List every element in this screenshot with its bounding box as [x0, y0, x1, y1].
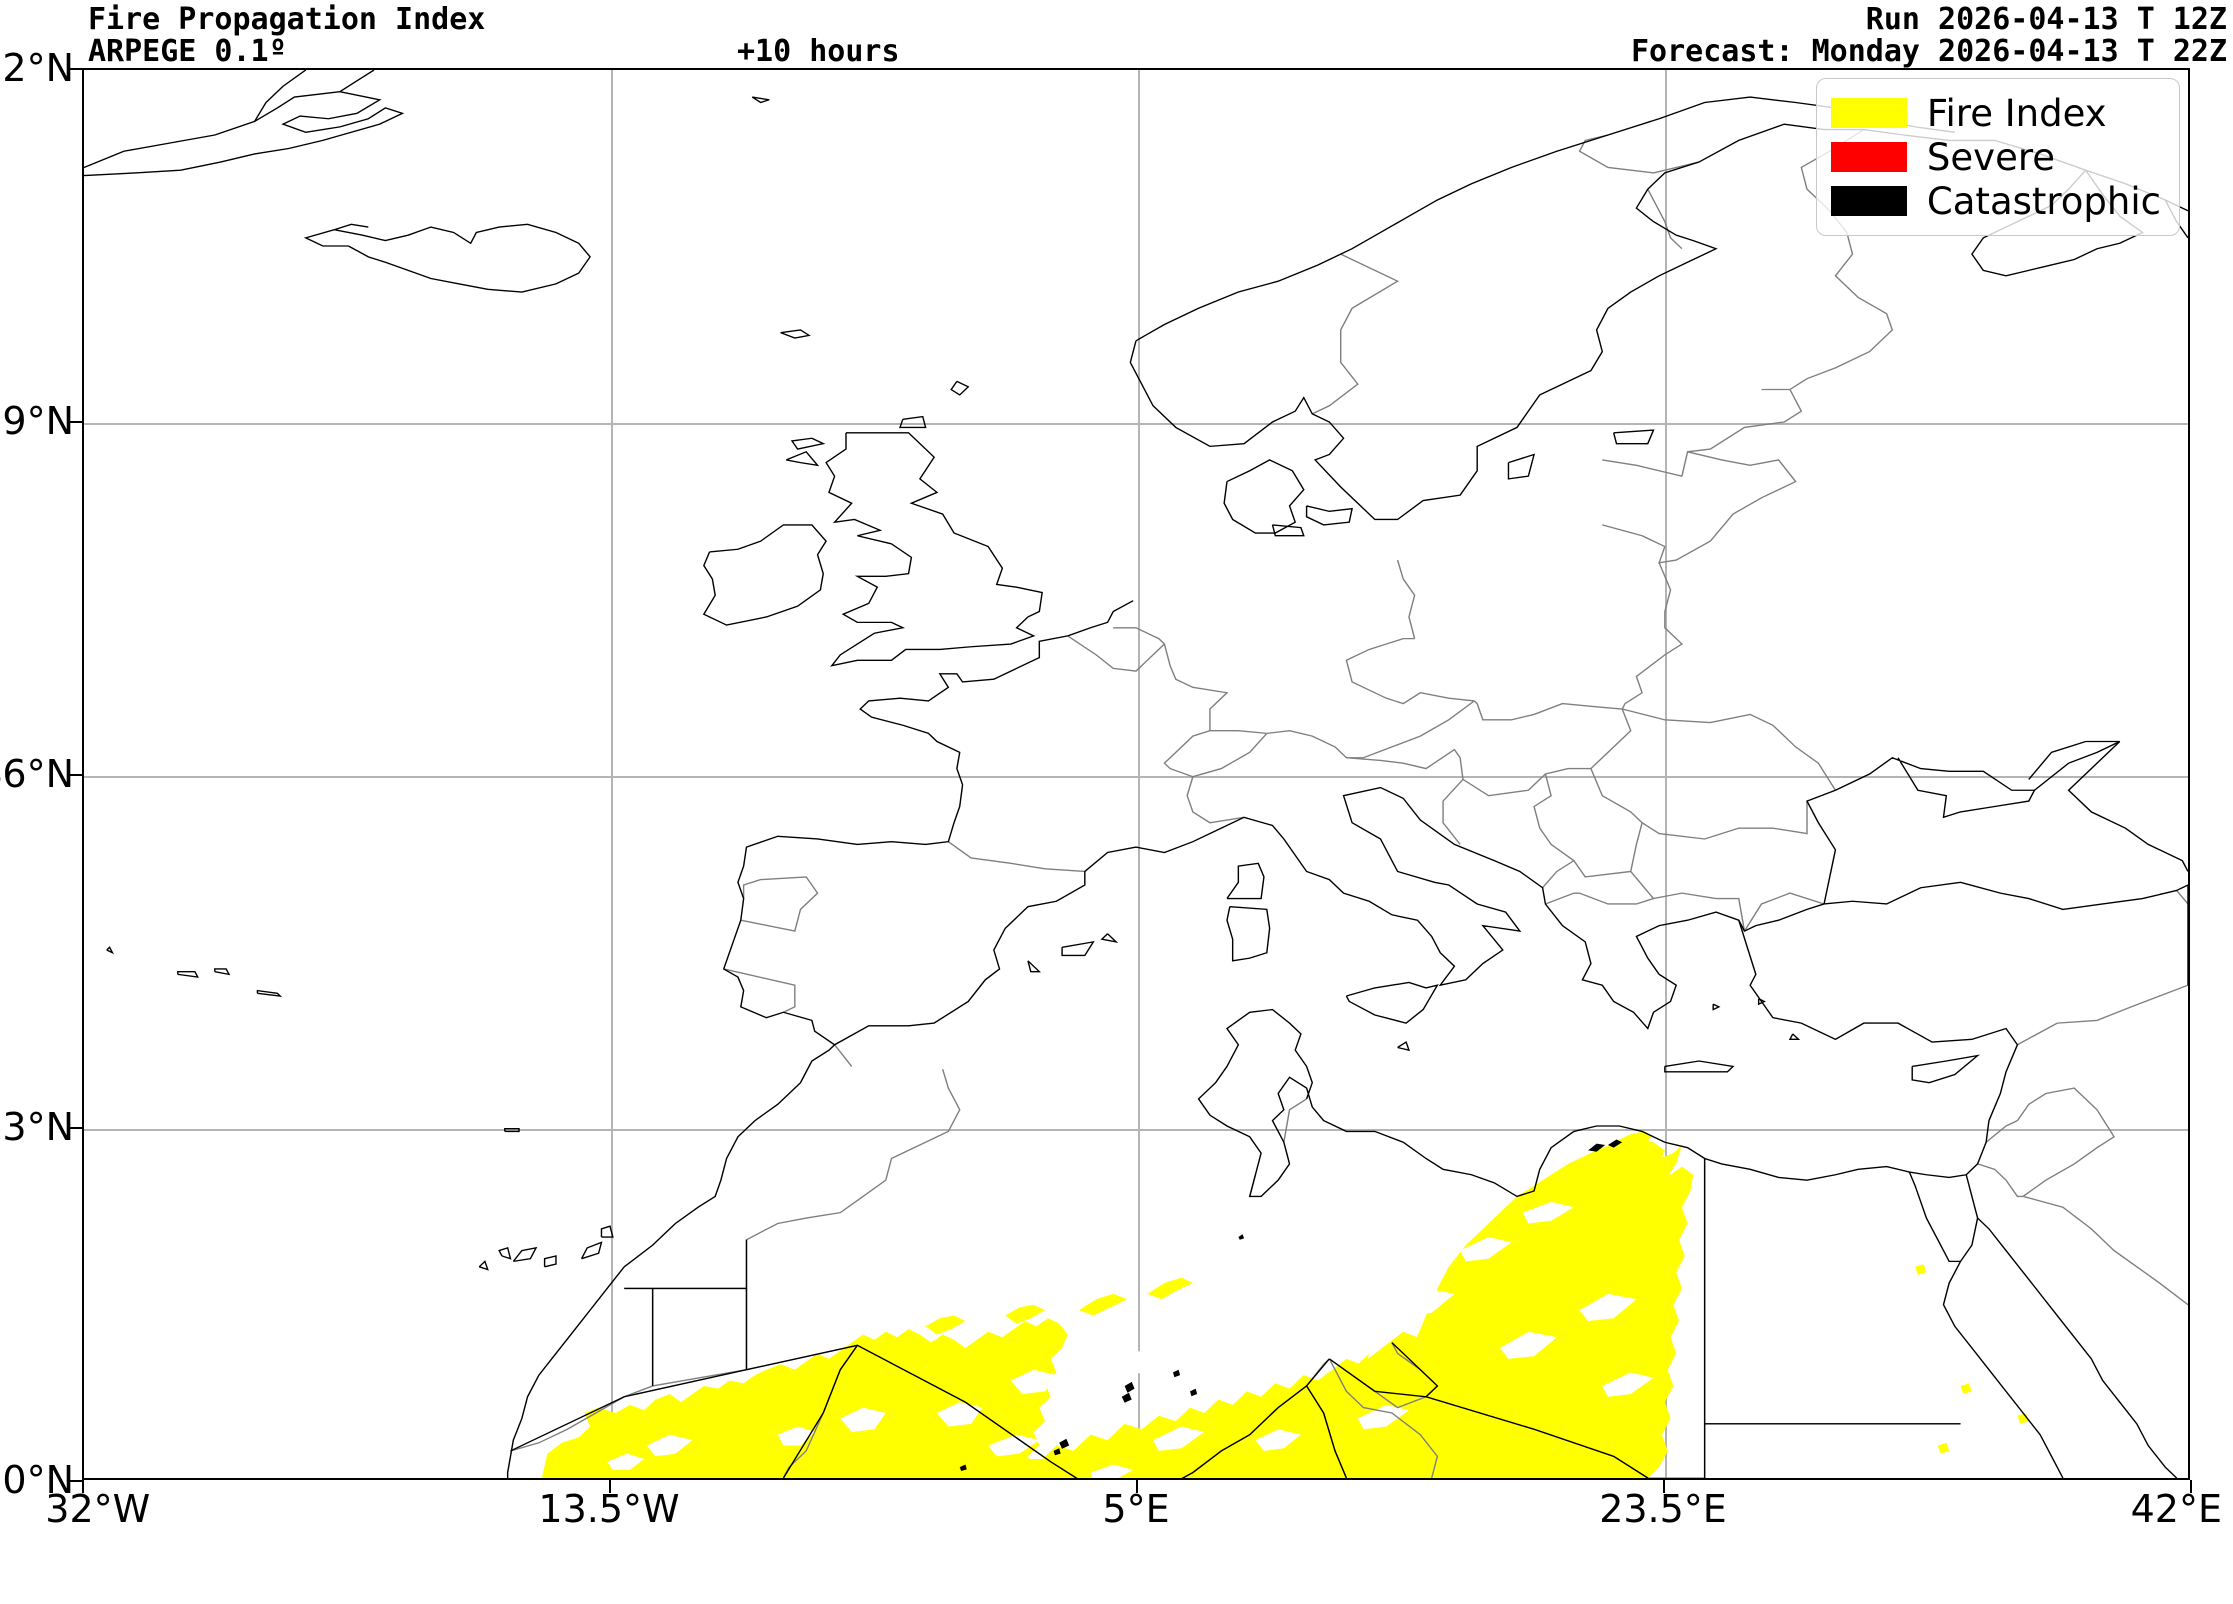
- x-tick-label: 42°E: [2130, 1487, 2222, 1531]
- x-tick-mark: [82, 1480, 84, 1493]
- y-tick-label: 59°N: [0, 399, 74, 443]
- x-tick-mark: [1136, 1480, 1138, 1493]
- gridline-horizontal: [84, 423, 2188, 425]
- y-tick-label: 33°N: [0, 1105, 74, 1149]
- y-tick-mark: [69, 68, 82, 70]
- legend-item: Fire Index: [1830, 91, 2161, 135]
- y-tick-label: 20°N: [0, 1458, 74, 1502]
- lead-time-label: +10 hours: [737, 34, 900, 69]
- x-tick-mark: [609, 1480, 611, 1493]
- map-plot-area: Fire Index Severe Catastrophic: [82, 68, 2190, 1480]
- legend-label: Catastrophic: [1926, 179, 2161, 223]
- coastline-layer: [84, 70, 2188, 1478]
- x-tick-mark: [2190, 1480, 2192, 1493]
- legend-label: Severe: [1926, 135, 2055, 179]
- gridline-horizontal: [84, 776, 2188, 778]
- run-timestamp-label: Run 2026-04-13 T 12Z: [1865, 2, 2227, 37]
- y-tick-mark: [69, 1127, 82, 1129]
- x-tick-label: 23.5°E: [1599, 1487, 1727, 1531]
- y-tick-mark: [69, 421, 82, 423]
- gridline-vertical: [1138, 70, 1140, 1478]
- gridline-vertical: [1665, 70, 1667, 1478]
- legend-swatch: [1830, 98, 1907, 128]
- fire-index-layer: [541, 1131, 2029, 1478]
- catastrophic-layer: [959, 1139, 1623, 1471]
- map-geometry: [84, 70, 2188, 1478]
- x-tick-label: 13.5°W: [538, 1487, 680, 1531]
- y-tick-mark: [69, 1480, 82, 1482]
- x-tick-label: 5°E: [1102, 1487, 1170, 1531]
- legend-item: Severe: [1830, 135, 2161, 179]
- gridline-horizontal: [84, 1129, 2188, 1131]
- model-label: ARPEGE 0.1º: [88, 34, 287, 69]
- y-tick-label: 72°N: [0, 46, 74, 90]
- legend-swatch: [1830, 142, 1907, 172]
- x-tick-label: 32°W: [45, 1487, 151, 1531]
- country-borders-layer: [510, 129, 2188, 1478]
- legend-box: Fire Index Severe Catastrophic: [1815, 78, 2180, 236]
- x-tick-mark: [1663, 1480, 1665, 1493]
- y-tick-mark: [69, 774, 82, 776]
- gridline-vertical: [611, 70, 613, 1478]
- legend-item: Catastrophic: [1830, 179, 2161, 223]
- legend-swatch: [1830, 186, 1907, 216]
- y-tick-label: 46°N: [0, 752, 74, 796]
- forecast-valid-label: Forecast: Monday 2026-04-13 T 22Z: [1630, 34, 2227, 69]
- legend-label: Fire Index: [1926, 91, 2107, 135]
- figure-title: Fire Propagation Index: [88, 2, 486, 37]
